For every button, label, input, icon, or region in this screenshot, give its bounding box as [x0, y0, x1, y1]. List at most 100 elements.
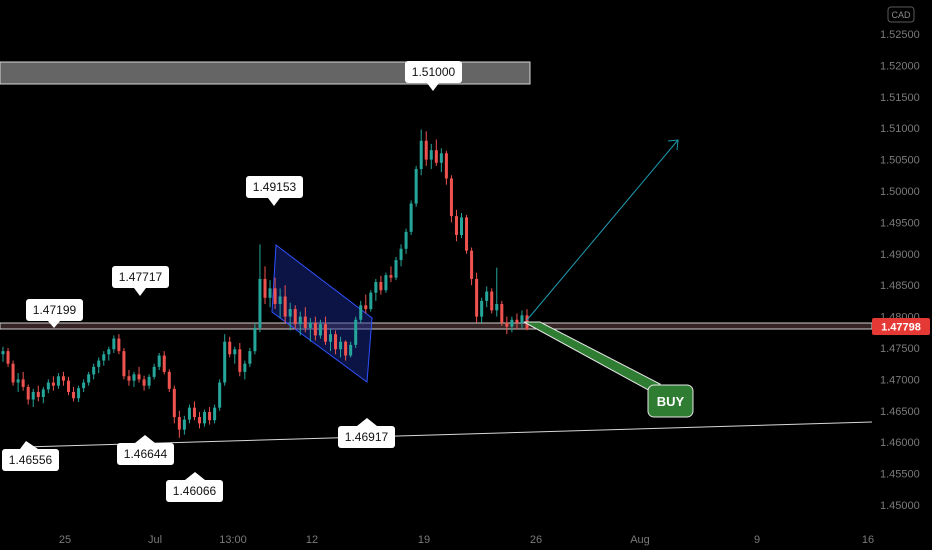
- candle: [339, 336, 343, 358]
- callout-top: 1.51000: [405, 61, 462, 91]
- candle: [127, 369, 131, 386]
- y-tick-label: 1.45500: [880, 469, 920, 481]
- candle: [142, 375, 146, 391]
- candle: [87, 371, 91, 386]
- candle: [318, 319, 322, 339]
- candle: [328, 329, 333, 352]
- y-tick-label: 1.51000: [880, 123, 920, 135]
- candle: [248, 348, 252, 367]
- x-tick-label: 25: [59, 534, 71, 546]
- candle: [182, 415, 186, 435]
- candle: [490, 288, 494, 314]
- callout-channel-low: 1.46917: [338, 418, 395, 448]
- candle: [132, 371, 136, 387]
- candle: [117, 334, 121, 355]
- candle: [92, 363, 96, 380]
- current-price-badge: [872, 318, 930, 335]
- candle: [439, 148, 443, 173]
- currency-label: CAD: [891, 10, 911, 20]
- candle: [6, 348, 10, 367]
- target-arrow: [526, 139, 679, 321]
- buy-callout: BUY: [523, 321, 694, 418]
- support-zone: [0, 322, 873, 330]
- x-tick-label: Jul: [148, 534, 162, 546]
- candle: [414, 165, 418, 207]
- candle: [107, 346, 111, 361]
- candle: [288, 302, 292, 331]
- candle: [1, 346, 5, 362]
- candle: [21, 371, 25, 391]
- candle: [61, 371, 65, 386]
- candle: [223, 334, 227, 386]
- resistance-zone: [0, 61, 531, 85]
- callout-low-left: 1.46556: [2, 441, 59, 471]
- candle: [454, 209, 458, 242]
- candle: [192, 401, 196, 421]
- candle: [394, 256, 398, 281]
- candle: [303, 307, 307, 333]
- time-axis[interactable]: 25 Jul 13:00 12 19 26 Aug 9 16: [0, 530, 932, 550]
- candle: [389, 266, 393, 283]
- current-price-label: 1.47798: [881, 322, 921, 334]
- candle: [459, 212, 464, 239]
- candle: [253, 322, 257, 355]
- candle: [31, 388, 35, 408]
- candle: [465, 214, 469, 254]
- y-tick-label: 1.51500: [880, 92, 920, 104]
- x-tick-label: 13:00: [219, 534, 247, 546]
- candle: [308, 317, 312, 342]
- candle: [77, 385, 81, 403]
- candle: [444, 150, 448, 185]
- y-tick-label: 1.45000: [880, 500, 920, 512]
- candle: [344, 340, 348, 361]
- candle: [470, 247, 474, 286]
- candle: [334, 330, 338, 355]
- candle: [293, 305, 297, 330]
- candle: [177, 410, 181, 438]
- y-tick-label: 1.46000: [880, 437, 920, 449]
- candle: [263, 266, 267, 305]
- price-axis[interactable]: CAD 1.52500 1.52000 1.51500 1.51000 1.50500 1…: [872, 0, 932, 530]
- candle: [313, 316, 317, 341]
- candle: [475, 272, 479, 323]
- candle: [434, 139, 438, 166]
- candle: [208, 407, 212, 425]
- candle: [56, 373, 60, 389]
- y-tick-label: 1.49000: [880, 249, 920, 261]
- y-tick-label: 1.47000: [880, 374, 920, 386]
- candle: [268, 280, 272, 308]
- y-tick-label: 1.47500: [880, 343, 920, 355]
- candle: [218, 379, 222, 411]
- candle: [97, 357, 101, 374]
- candle: [495, 267, 499, 317]
- candle: [228, 336, 232, 358]
- y-tick-label: 1.52500: [880, 29, 920, 41]
- candle: [429, 143, 433, 170]
- x-tick-label: 12: [306, 534, 318, 546]
- candle: [112, 335, 116, 354]
- candle: [82, 379, 86, 392]
- candle: [167, 369, 171, 392]
- candle: [258, 244, 262, 333]
- callout-left-high: 1.47717: [112, 266, 169, 296]
- candle: [278, 288, 282, 318]
- candle: [354, 316, 358, 348]
- candle: [203, 409, 207, 427]
- candle: [500, 300, 504, 327]
- candle: [172, 385, 176, 424]
- candle: [424, 131, 428, 166]
- candle: [409, 200, 413, 235]
- candle: [51, 376, 55, 391]
- candle: [364, 294, 368, 314]
- candle: [369, 290, 373, 312]
- candle: [162, 351, 166, 375]
- candle: [213, 404, 217, 424]
- callout-support: 1.47199: [26, 299, 83, 328]
- candle: [379, 275, 383, 295]
- candle: [349, 341, 353, 358]
- callout-support-text: 1.47199: [33, 303, 77, 317]
- buy-label: BUY: [657, 394, 685, 409]
- candle: [359, 300, 363, 323]
- candle: [283, 285, 287, 323]
